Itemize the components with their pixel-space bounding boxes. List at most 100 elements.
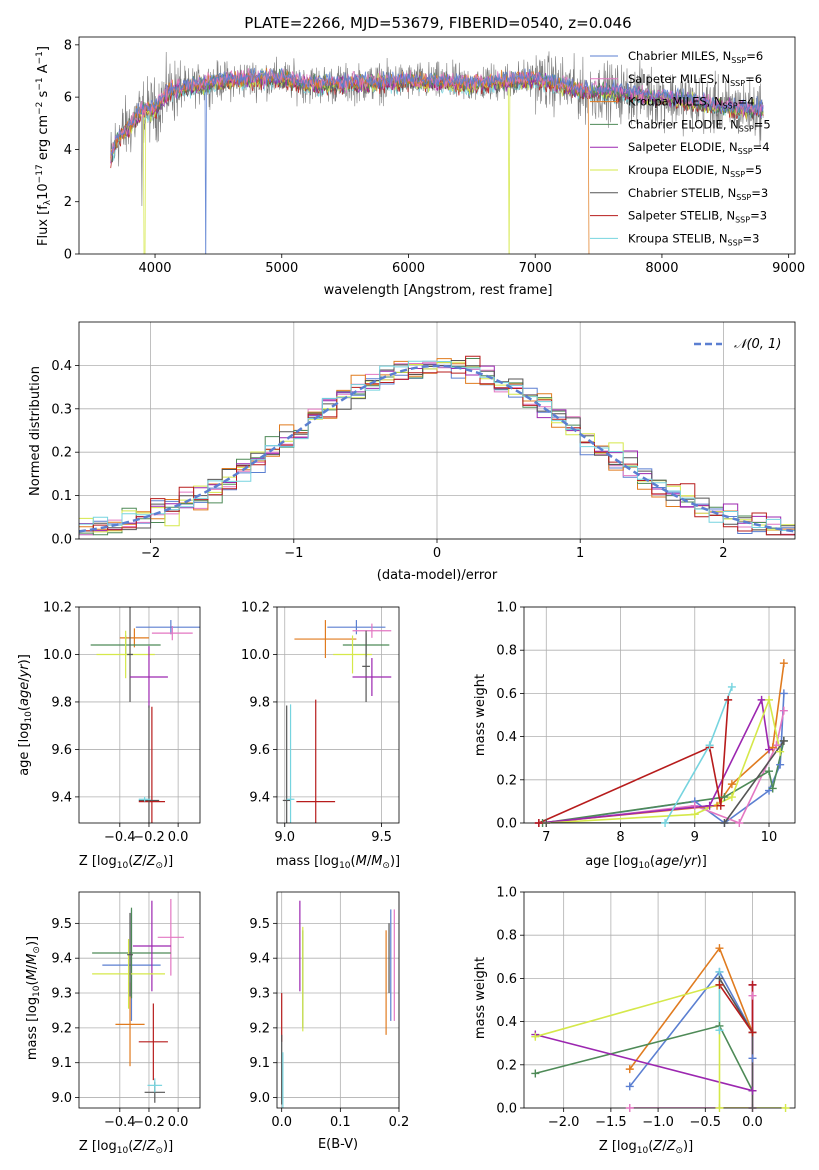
y-tick-label: 9.4 — [51, 790, 72, 805]
x-tick-label: 9.5 — [371, 830, 392, 845]
legend-label: Salpeter STELIB, NSSP=3 — [628, 209, 767, 225]
age-weight-panel: age [log10(age/yr)] mass weight 7 8 9 10 0.0… — [473, 601, 796, 871]
x-tick-label: −0.4 — [104, 1115, 136, 1130]
plot-area — [79, 355, 795, 536]
weight-point-marker — [716, 801, 725, 810]
x-tick-label: 9 — [691, 830, 699, 845]
weight-point-marker — [690, 801, 699, 810]
y-tick-label: 9.2 — [51, 1021, 72, 1036]
x-tick-label: 0.0 — [271, 1115, 292, 1130]
y-tick-label: 9.8 — [51, 695, 72, 710]
weight-point-marker — [625, 1104, 634, 1112]
weight-point-marker — [727, 780, 736, 789]
weight-point-marker — [776, 760, 785, 769]
weight-series-line — [538, 663, 785, 823]
weight-point-marker — [720, 793, 729, 802]
y-tick-label: 9.6 — [51, 743, 72, 758]
plot-area — [92, 898, 184, 1103]
weight-point-marker — [531, 1069, 540, 1078]
axes-frame — [78, 891, 201, 1109]
weight-point-marker — [779, 706, 788, 715]
y-tick-label: 6 — [64, 91, 72, 106]
age-weight-ylabel: mass weight — [473, 674, 488, 756]
y-tick-label: 0.4 — [51, 359, 72, 374]
weight-point-marker — [534, 819, 543, 827]
weight-point-marker — [531, 1032, 540, 1041]
weight-series-line — [718, 977, 754, 1108]
legend-label: Kroupa ELODIE, NSSP=5 — [628, 163, 762, 179]
weight-point-marker — [727, 682, 736, 691]
y-tick-label: 9.2 — [249, 1021, 270, 1036]
weight-point-marker — [765, 767, 774, 776]
y-tick-label: 9.4 — [249, 952, 270, 967]
y-tick-label: 2 — [64, 195, 72, 210]
grid-layer — [277, 892, 400, 1108]
weight-point-marker — [715, 944, 724, 953]
weight-point-marker — [768, 784, 777, 793]
x-tick-label: −1.5 — [595, 1115, 627, 1130]
grid-layer — [79, 606, 200, 823]
z-age-panel: Z [log10(Z/Z⊙)] age [log10(age/yr)] −0.4… — [17, 601, 201, 871]
weight-point-marker — [776, 747, 785, 756]
x-tick-label: −2 — [141, 546, 160, 561]
weight-point-marker — [748, 1028, 757, 1037]
y-tick-label: 9.4 — [249, 790, 270, 805]
ebv-mass-panel: E(B-V) 0.0 0.1 0.2 9.0 9.1 9.2 9.3 9.4 9.5 — [249, 891, 409, 1152]
weight-point-marker — [781, 1104, 790, 1112]
y-tick-label: 10.2 — [43, 601, 72, 616]
weight-point-marker — [661, 819, 670, 827]
axes-frame — [78, 321, 796, 540]
y-tick-label: 0.8 — [496, 644, 517, 659]
x-tick-label: −1.0 — [642, 1115, 674, 1130]
axes-frame — [78, 606, 201, 824]
x-tick-label: −0.2 — [133, 1115, 165, 1130]
axes-frame — [523, 891, 796, 1109]
z-mass-panel: Z [log10(Z/Z⊙)] mass [log10(M/M⊙)] −0.4−… — [25, 891, 201, 1156]
plot-area — [538, 663, 785, 823]
spectrum-title: PLATE=2266, MJD=53679, FIBERID=0540, z=0… — [244, 14, 631, 32]
mass-age-xlabel: mass [log10(M/M⊙)] — [276, 854, 400, 871]
grid-layer — [524, 891, 795, 1109]
x-tick-label: 1 — [576, 546, 584, 561]
weight-point-marker — [625, 1082, 634, 1091]
z-age-ylabel: age [log10(age/yr)] — [17, 654, 34, 776]
z-age-xlabel: Z [log10(Z/Z⊙)] — [79, 854, 173, 871]
y-tick-label: 9.0 — [51, 1091, 72, 1106]
y-tick-label: 0.2 — [496, 773, 517, 788]
x-tick-label: 6000 — [392, 261, 425, 276]
model-spectrum-line — [110, 67, 590, 254]
y-tick-label: 10.2 — [241, 601, 270, 616]
weight-point-marker — [542, 819, 551, 827]
model-spectrum-line — [110, 68, 764, 162]
weight-point-marker — [748, 1104, 757, 1112]
z-mass-ylabel: mass [log10(M/M⊙)] — [25, 936, 42, 1060]
y-tick-label: 0.4 — [496, 1015, 517, 1030]
y-tick-label: 0.4 — [496, 730, 517, 745]
weight-series-line — [538, 699, 729, 823]
weight-point-marker — [748, 1086, 757, 1095]
weight-point-marker — [748, 980, 757, 989]
mass-age-panel: mass [log10(M/M⊙)] 9.0 9.5 9.4 9.6 9.8 10.0 10… — [241, 601, 400, 872]
weight-series-line — [629, 970, 754, 1087]
x-tick-label: 9000 — [772, 261, 805, 276]
spectrum-xlabel: wavelength [Angstrom, rest frame] — [324, 283, 553, 298]
plot-area — [535, 946, 786, 1108]
axes-frame — [276, 606, 400, 824]
x-tick-label: −1 — [284, 546, 303, 561]
weight-series-line — [546, 740, 785, 823]
axes-frame — [276, 891, 400, 1109]
legend-label: Chabrier STELIB, NSSP=3 — [628, 186, 768, 202]
x-tick-label: 7 — [542, 830, 550, 845]
y-tick-label: 4 — [64, 143, 72, 158]
x-tick-label: 10 — [761, 830, 778, 845]
normal-curve-line — [79, 364, 795, 533]
spectrum-ylabel: Flux [fλ10−17 erg cm−2 s−1 A−1] — [35, 46, 53, 246]
y-tick-label: 9.3 — [249, 987, 270, 1002]
weight-point-marker — [765, 695, 774, 704]
weight-point-marker — [735, 819, 744, 827]
weight-series-line — [535, 983, 786, 1108]
y-tick-label: 0.2 — [51, 446, 72, 461]
weight-point-marker — [705, 741, 714, 750]
weight-point-marker — [727, 793, 736, 802]
residual-ylabel: Normed distribution — [28, 366, 43, 496]
